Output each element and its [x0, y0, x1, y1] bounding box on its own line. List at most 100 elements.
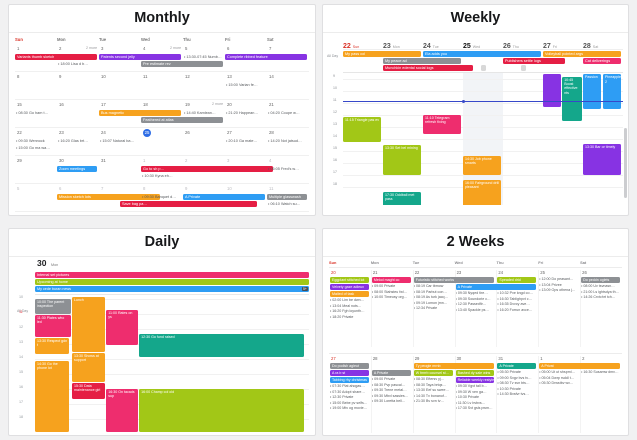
allday-event-bar[interactable]: My peace ad	[383, 58, 461, 64]
event-text[interactable]: • 13:40 Spackle ps…	[455, 307, 489, 312]
event-bar[interactable]: Zoom meetings	[57, 165, 97, 172]
day-cell[interactable]: 7	[100, 185, 104, 191]
event-bar[interactable]: Eggplant stitched lot	[330, 277, 369, 283]
day-cell[interactable]: 27	[227, 129, 232, 135]
event-bar[interactable]: Feathered at atlas	[141, 117, 223, 124]
day-cell[interactable]: 28	[372, 356, 378, 361]
event-bar[interactable]: Speaded drid	[497, 277, 537, 283]
weekly-day-cell[interactable]: 26 Thu	[503, 35, 519, 53]
event-bar[interactable]: Patents second jelly	[99, 53, 181, 60]
event-bar[interactable]: A Private	[455, 284, 537, 290]
event-text[interactable]: • 18:00 Lisa d b…	[57, 62, 89, 66]
event-text[interactable]: • 09:30 Banquet d…	[142, 194, 177, 199]
event-text[interactable]: • 14:20 Not jatsud…	[268, 138, 302, 143]
event-text[interactable]: • 05:30 Drwstbv wv…	[539, 381, 574, 386]
event-bar[interactable]: Ty peogle mrnb	[413, 363, 495, 369]
more-events-link[interactable]: 2 more	[212, 101, 224, 106]
event-bar[interactable]: Velvety gaze adieux	[330, 284, 369, 290]
day-cell[interactable]: 28	[269, 129, 274, 135]
event-block[interactable]: Passion	[583, 74, 602, 110]
day-cell[interactable]: 11	[143, 73, 148, 79]
event-block[interactable]: 17:30 Oddball met pass	[383, 191, 421, 205]
day-cell[interactable]: 5	[184, 45, 188, 51]
weekly-day-cell[interactable]: 23 Mon	[383, 35, 400, 53]
day-cell[interactable]: 14	[269, 73, 274, 79]
day-cell[interactable]: 29	[17, 157, 22, 163]
day-cell[interactable]: 27	[331, 356, 336, 361]
event-text[interactable]: • 14:40 Kamlean…	[183, 110, 216, 115]
event-text[interactable]: • 08:30 Pvp pascal…	[371, 382, 406, 387]
event-bar[interactable]: Mailed of task	[330, 291, 369, 297]
allday-event-bar[interactable]: Munchkin edental social logs	[383, 65, 473, 71]
event-text[interactable]: • 08:19 As turk jacq…	[413, 295, 449, 300]
day-cell[interactable]: 5	[17, 185, 20, 191]
event-text[interactable]: • 10:30 Private	[497, 386, 521, 391]
event-block[interactable]: 10:45 Boost effective nts	[562, 76, 583, 122]
day-cell[interactable]: 26	[582, 270, 587, 275]
event-text[interactable]: • 14:30 Bvsfvr tvs…	[497, 392, 529, 397]
event-text[interactable]: • 17:30 Svt gsls pwm…	[455, 406, 493, 411]
day-cell[interactable]: 18	[143, 101, 148, 107]
event-text[interactable]: • 09:30 Wennock	[16, 138, 45, 143]
event-text[interactable]: • 16:20 Glas brt…	[57, 138, 89, 143]
event-text[interactable]: • 10:30 Kyna eh…	[142, 174, 173, 178]
event-bar[interactable]: A ra b st	[330, 370, 369, 376]
event-text[interactable]: • 02:00 Lim be dwn…	[330, 298, 365, 302]
event-text[interactable]: • 18:20 Private	[330, 314, 354, 319]
event-text[interactable]: • 09:30 Mbvl sassies…	[371, 393, 409, 398]
day-cell[interactable]: 2	[582, 356, 585, 361]
event-block[interactable]: 12:30 Go fund raised	[139, 333, 304, 357]
event-bar[interactable]: A Private	[497, 363, 537, 369]
event-text[interactable]: • 09:30 Loretta bell…	[371, 399, 406, 404]
day-cell[interactable]: 1	[143, 157, 146, 163]
allday-event-bar[interactable]: Publishers settle logs	[503, 58, 565, 64]
day-cell[interactable]: 6	[58, 185, 62, 191]
day-cell[interactable]: 20	[227, 101, 232, 107]
event-block[interactable]: Lunch	[71, 296, 105, 352]
event-block[interactable]: 14:30 Job phone smarts	[463, 155, 501, 176]
event-text[interactable]: • 06:05 Fred's w…	[268, 166, 299, 171]
day-cell[interactable]: 22	[414, 270, 420, 275]
event-text[interactable]: • 16:20 Forrun avce…	[497, 307, 533, 312]
event-text[interactable]: • 12:30 Private	[330, 395, 354, 400]
event-text[interactable]: • 16:35 Dvvcy ave…	[497, 302, 530, 307]
event-text[interactable]: • 09:00 Private	[371, 377, 396, 381]
event-block[interactable]: 13:30 Bar or timely	[583, 143, 621, 176]
event-bar[interactable]: Reliable weekly restyled	[455, 377, 495, 383]
day-cell[interactable]: 10	[227, 185, 232, 191]
event-block[interactable]: 11:30 Plates who led	[35, 314, 71, 337]
day-cell[interactable]: 17	[100, 101, 106, 107]
event-block[interactable]: 13:30 Respect gdn t	[35, 338, 70, 354]
event-text[interactable]: • 14:26 Crvtchrt tch…	[581, 295, 616, 300]
event-text[interactable]: • 05:04 Dwrp rsddl t…	[539, 375, 575, 380]
event-text[interactable]: • 09:30 Soundorie c…	[455, 296, 491, 301]
day-cell[interactable]: 25	[143, 128, 151, 137]
event-block[interactable]: 10:00 The parent inspection	[35, 299, 71, 314]
day-cell[interactable]: 9	[184, 185, 188, 191]
allday-event-bar[interactable]: Internal set pictures	[35, 272, 309, 278]
event-text[interactable]: • 14:30 Tv bonanof…	[413, 393, 448, 398]
event-text[interactable]: • 08:19 Car tbmow	[413, 284, 444, 288]
allday-event-bar[interactable]	[521, 65, 527, 71]
event-text[interactable]: • 16:30 Susamw dmv…	[581, 370, 619, 374]
event-text[interactable]: • 10:30 Private	[455, 395, 479, 400]
event-block[interactable]	[543, 74, 562, 107]
event-text[interactable]: • 08:00 Stahsteu fwl…	[371, 289, 408, 294]
allday-event-bar[interactable]	[481, 65, 487, 71]
event-text[interactable]: • 12:00 Do peasant…	[539, 277, 574, 281]
more-count-badge[interactable]: 5+	[301, 286, 308, 292]
event-text[interactable]: • 13:04 Privee	[539, 282, 562, 287]
event-text[interactable]: • 06:10 Watch su…	[268, 202, 301, 206]
event-text[interactable]: • 07:30 Plat ahogas…	[330, 384, 365, 388]
allday-event-bar[interactable]: My pass col	[343, 51, 421, 57]
day-cell[interactable]: 22	[17, 129, 22, 135]
more-events-link[interactable]: 2 more	[85, 45, 98, 50]
event-block[interactable]: 16:00 Champ col old	[139, 389, 304, 432]
event-bar[interactable]: Tabbing rhy christmas	[330, 377, 369, 383]
day-cell[interactable]: 9	[58, 73, 62, 79]
day-cell[interactable]: 2	[184, 157, 188, 163]
day-cell[interactable]: 23	[58, 129, 64, 135]
day-cell[interactable]: 16	[58, 101, 64, 107]
day-cell[interactable]: 7	[269, 45, 272, 51]
day-cell[interactable]: 8	[17, 73, 20, 79]
